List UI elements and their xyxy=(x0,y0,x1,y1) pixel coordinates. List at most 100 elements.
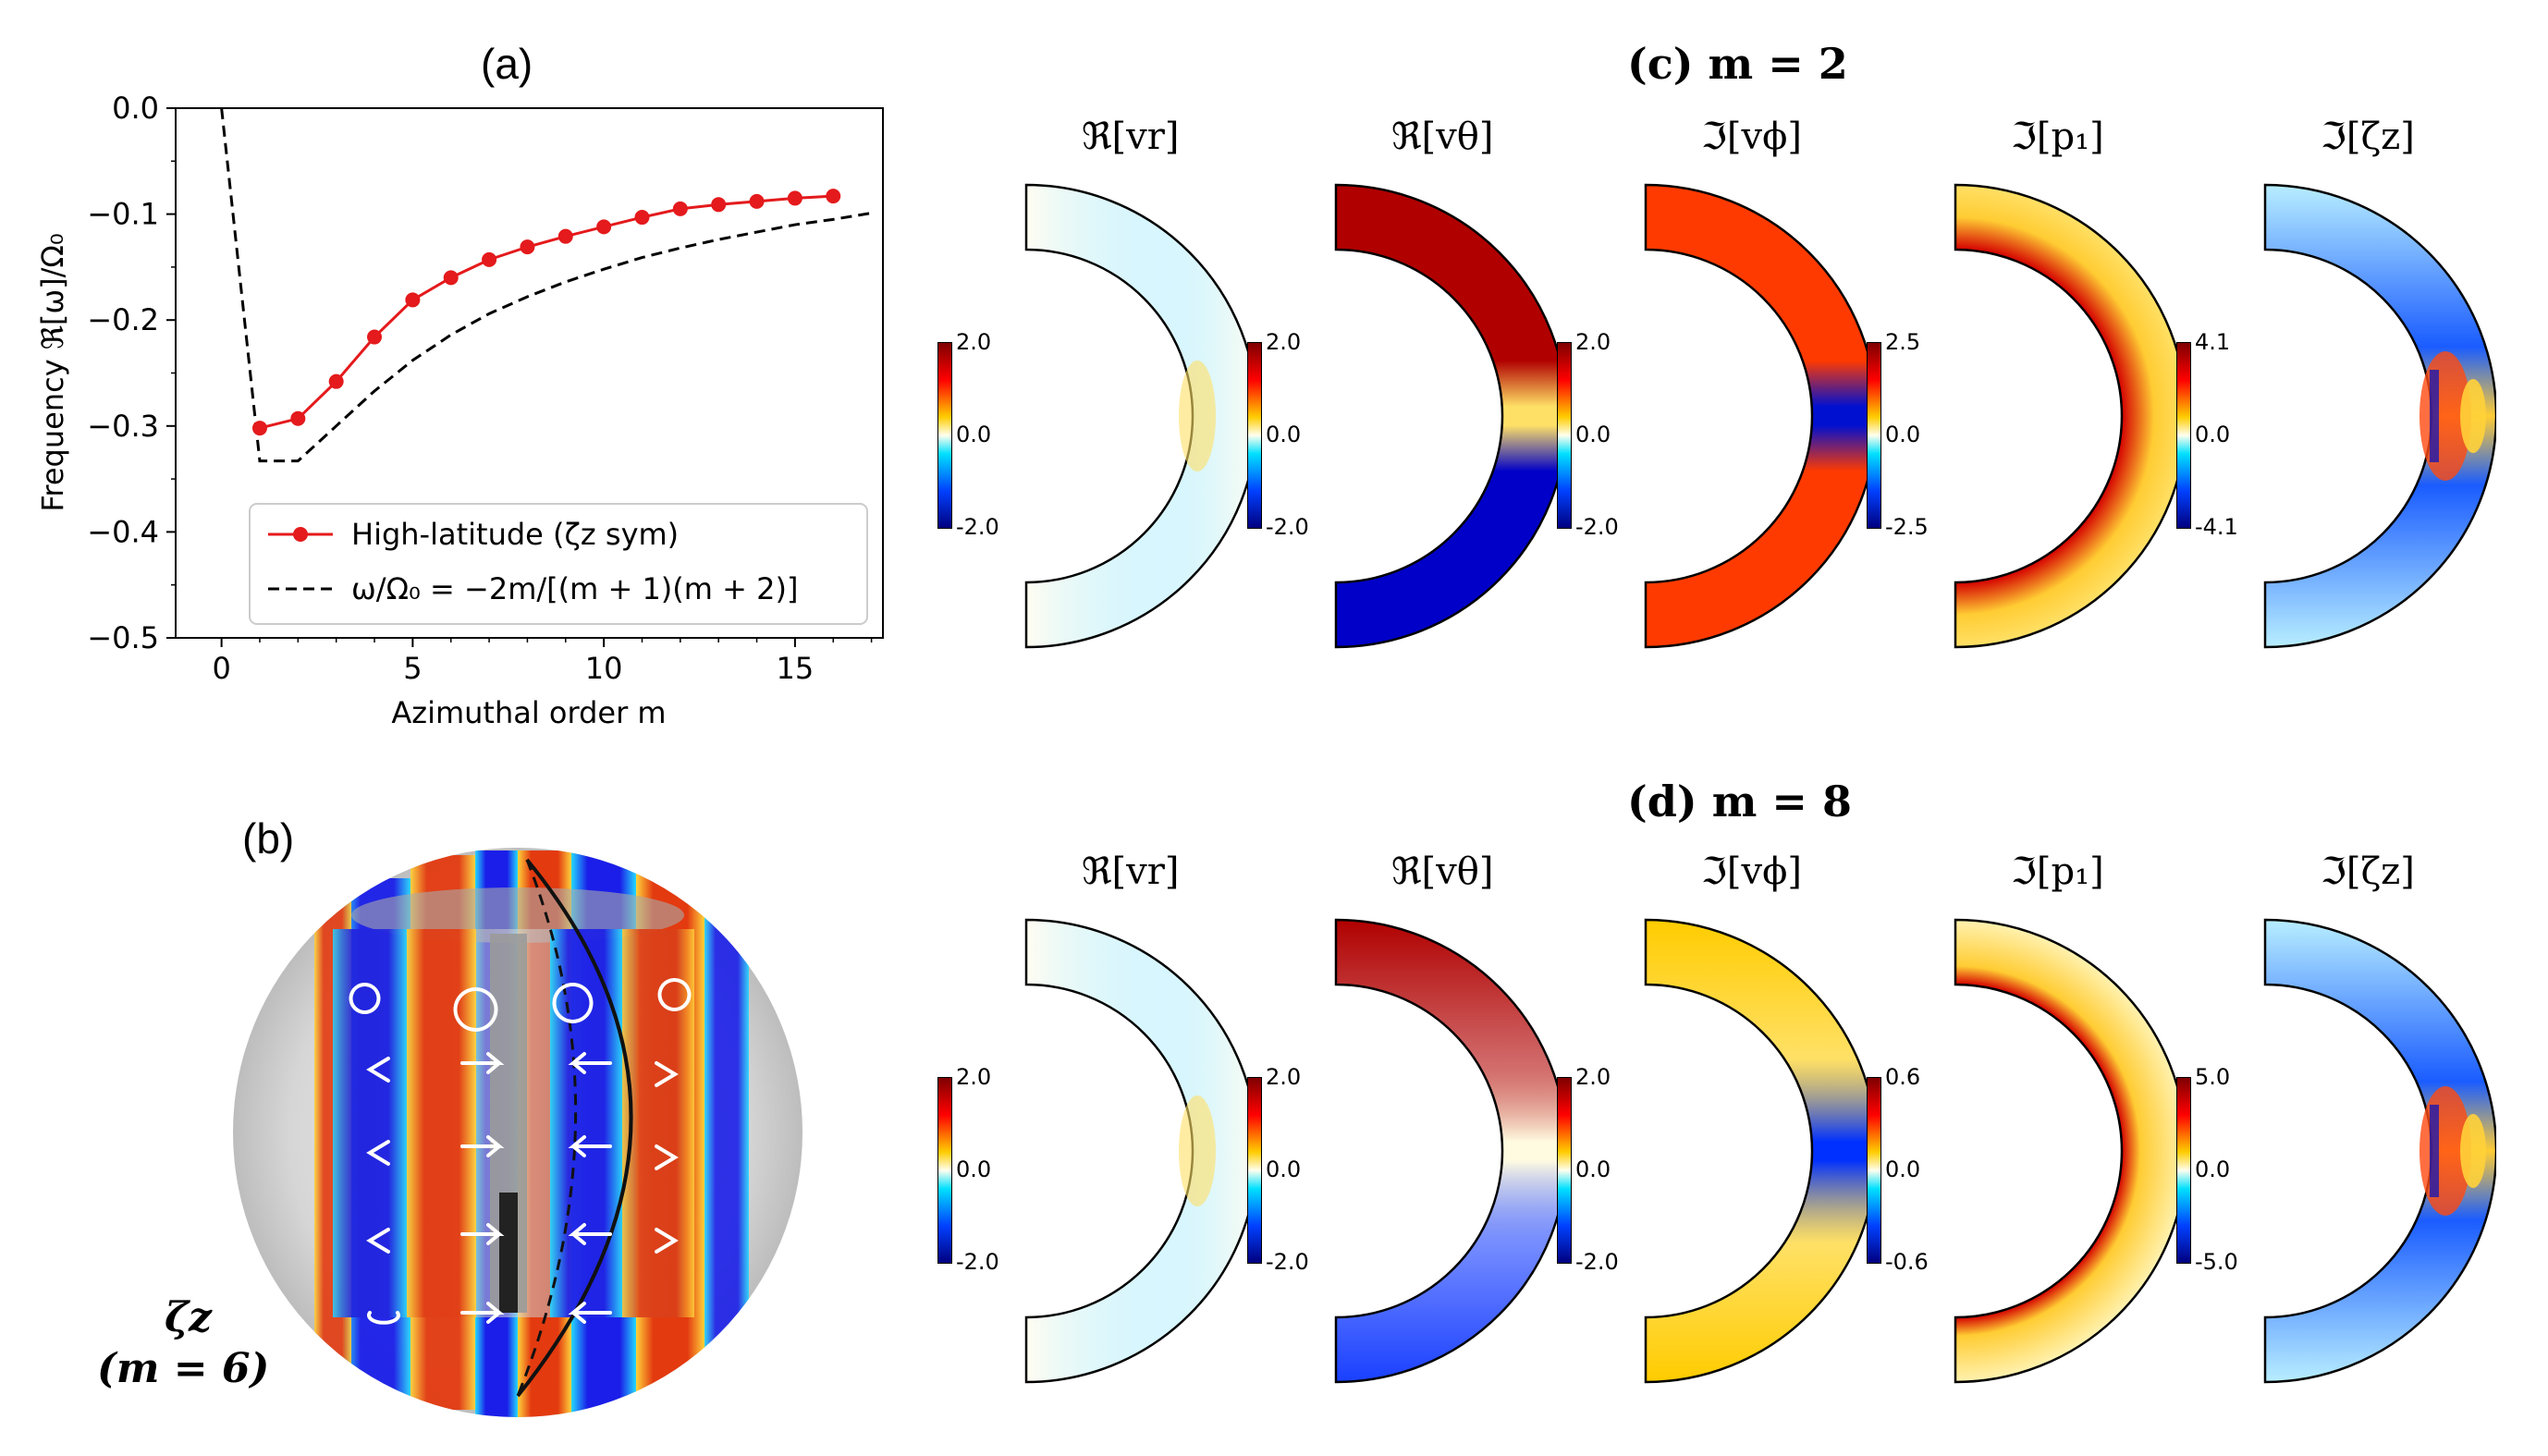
colorbar-min-label: -2.0 xyxy=(1575,1249,1619,1275)
data-point xyxy=(672,201,688,216)
y-tick-label: 0.0 xyxy=(112,91,159,126)
data-point xyxy=(596,219,612,235)
colorbar-mid-label: 0.0 xyxy=(1885,1156,1921,1182)
colorbar-min-label: -2.0 xyxy=(1266,514,1309,540)
colorbar-re-vtheta xyxy=(1247,342,1262,529)
data-point xyxy=(443,270,459,286)
x-axis-label: Azimuthal order m xyxy=(391,695,666,730)
colorbar-re-vr xyxy=(937,342,952,529)
mode-label-m6: (m = 6) xyxy=(97,1345,270,1392)
colorbar-min-label: -5.0 xyxy=(2195,1249,2238,1275)
data-point xyxy=(520,239,535,255)
legend-entry-high-latitude: High-latitude (ζz sym) xyxy=(351,517,679,552)
colorbar-max-label: 2.0 xyxy=(1575,329,1611,355)
shell-plot-im-p1 xyxy=(1954,918,2187,1384)
colorbar-max-label: 2.0 xyxy=(956,329,992,355)
colorbar-mid-label: 0.0 xyxy=(2195,1156,2231,1182)
shell-plot-re-vr xyxy=(1024,183,1257,649)
shell-plot-im-vphi xyxy=(1644,918,1877,1384)
shell-title-re-vr: ℜ[vr] xyxy=(1082,850,1180,893)
colorbar-max-label: 5.0 xyxy=(2195,1064,2231,1090)
legend: High-latitude (ζz sym) ω/Ω₀ = −2m/[(m + … xyxy=(249,503,868,625)
colorbar-mid-label: 0.0 xyxy=(1266,1156,1302,1182)
x-tick-label: 10 xyxy=(585,651,623,686)
frequency-chart: 0 5 10 15 0.0 −0.1 −0.2 −0.3 −0.4 −0.5 Frequency … xyxy=(35,91,884,730)
data-point xyxy=(367,329,383,345)
y-tick-label: −0.5 xyxy=(87,620,159,655)
colorbar-max-label: 2.0 xyxy=(1266,329,1302,355)
shell-title-im-p1: ℑ[p₁] xyxy=(2011,850,2104,893)
data-point xyxy=(405,292,421,308)
colorbar-min-label: -0.6 xyxy=(1885,1249,1929,1275)
colorbar-max-label: 0.6 xyxy=(1885,1064,1921,1090)
shell-plot-re-vtheta xyxy=(1334,918,1567,1384)
data-point xyxy=(328,373,344,389)
shell-plot-re-vr xyxy=(1024,918,1257,1384)
shell-plot-im-zetaz xyxy=(2263,183,2496,649)
colorbar-mid-label: 0.0 xyxy=(1575,422,1611,447)
cylinder-vorticity-render xyxy=(233,848,802,1417)
x-tick-label: 15 xyxy=(777,651,815,686)
colorbar-im-zetaz xyxy=(2176,342,2191,529)
shell-title-im-vphi: ℑ[vϕ] xyxy=(1701,850,1802,893)
zeta-z-symbol: ζz xyxy=(165,1294,213,1341)
data-point xyxy=(711,197,727,213)
data-point xyxy=(251,421,267,436)
colorbar-max-label: 2.5 xyxy=(1885,329,1921,355)
y-tick-label: −0.1 xyxy=(87,197,159,232)
series-line-high-latitude xyxy=(259,194,834,430)
colorbar-max-label: 4.1 xyxy=(2195,329,2231,355)
data-point xyxy=(290,410,306,426)
shell-plot-im-p1 xyxy=(1954,183,2187,649)
colorbar-min-label: -2.0 xyxy=(1575,514,1619,540)
data-point xyxy=(787,190,802,206)
colorbar-max-label: 2.0 xyxy=(1266,1064,1302,1090)
shell-plot-re-vtheta xyxy=(1334,183,1567,649)
shell-title-re-vtheta: ℜ[vθ] xyxy=(1391,850,1494,893)
data-point xyxy=(557,228,573,244)
data-point xyxy=(482,251,497,267)
data-point xyxy=(749,193,765,209)
colorbar-mid-label: 0.0 xyxy=(1885,422,1921,447)
x-tick-label: 5 xyxy=(403,651,422,686)
series-line-formula xyxy=(220,108,872,463)
colorbar-mid-label: 0.0 xyxy=(956,422,992,447)
colorbar-im-vphi xyxy=(1557,1077,1572,1264)
shell-title-im-vphi: ℑ[vϕ] xyxy=(1701,116,1802,158)
colorbar-min-label: -2.0 xyxy=(1266,1249,1309,1275)
panel-c-label: (c) m = 2 xyxy=(1627,39,1848,89)
panel-d-label: (d) m = 8 xyxy=(1627,777,1852,826)
colorbar-mid-label: 0.0 xyxy=(956,1156,992,1182)
data-point xyxy=(634,210,650,226)
shell-title-im-zetaz: ℑ[ζz] xyxy=(2321,850,2415,893)
x-tick-label: 0 xyxy=(212,651,230,686)
shell-plot-im-zetaz xyxy=(2263,918,2496,1384)
legend-entry-formula: ω/Ω₀ = −2m/[(m + 1)(m + 2)] xyxy=(351,571,798,606)
y-tick-label: −0.3 xyxy=(87,409,159,444)
panel-b-label: (b) xyxy=(242,814,295,863)
shell-title-im-p1: ℑ[p₁] xyxy=(2011,116,2104,158)
y-axis-label: Frequency ℜ[ω]/Ω₀ xyxy=(35,233,70,511)
colorbar-im-vphi xyxy=(1557,342,1572,529)
colorbar-im-p1 xyxy=(1867,1077,1881,1264)
shell-plot-im-vphi xyxy=(1644,183,1877,649)
y-tick-label: −0.2 xyxy=(87,302,159,337)
colorbar-max-label: 2.0 xyxy=(1575,1064,1611,1090)
y-tick-label: −0.4 xyxy=(87,514,159,549)
shell-title-re-vtheta: ℜ[vθ] xyxy=(1391,116,1494,158)
colorbar-re-vtheta xyxy=(1247,1077,1262,1264)
colorbar-im-p1 xyxy=(1867,342,1881,529)
shell-title-im-zetaz: ℑ[ζz] xyxy=(2321,116,2415,158)
colorbar-min-label: -2.0 xyxy=(956,514,999,540)
shell-title-re-vr: ℜ[vr] xyxy=(1082,116,1180,158)
colorbar-min-label: -4.1 xyxy=(2195,514,2238,540)
colorbar-max-label: 2.0 xyxy=(956,1064,992,1090)
colorbar-mid-label: 0.0 xyxy=(1575,1156,1611,1182)
colorbar-min-label: -2.0 xyxy=(956,1249,999,1275)
colorbar-re-vr xyxy=(937,1077,952,1264)
colorbar-mid-label: 0.0 xyxy=(1266,422,1302,447)
data-point xyxy=(826,189,841,204)
colorbar-min-label: -2.5 xyxy=(1885,514,1929,540)
panel-a-label: (a) xyxy=(481,40,533,88)
colorbar-mid-label: 0.0 xyxy=(2195,422,2231,447)
